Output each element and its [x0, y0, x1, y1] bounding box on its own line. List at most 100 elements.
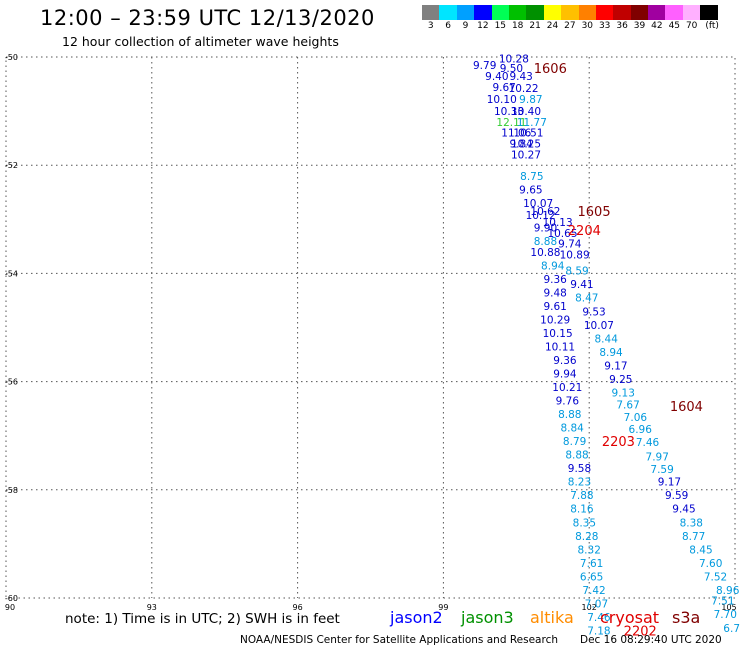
swh-label: 8.75 [520, 171, 543, 183]
swh-label: 9.59 [665, 490, 688, 502]
legend-s3a: s3a [672, 608, 701, 627]
color-swatch [700, 5, 718, 20]
color-scale-label: 15 [494, 21, 507, 31]
swh-label: 10.51 [513, 128, 543, 140]
color-swatch [578, 5, 596, 20]
color-swatch [491, 5, 509, 20]
swh-label: 8.84 [560, 423, 584, 435]
swh-label: 10.10 [487, 94, 517, 106]
swh-label: 8.96 [716, 585, 740, 597]
swh-label: 8.32 [578, 544, 601, 556]
x-tick-label: 102 [582, 603, 597, 612]
swh-label: 8.88 [558, 409, 581, 421]
swh-label: 9.13 [612, 387, 635, 399]
swh-label: 10.29 [540, 314, 570, 326]
swh-label: 8.47 [575, 293, 598, 305]
y-tick-label: -50 [5, 53, 18, 62]
color-scale-label: 45 [668, 21, 681, 31]
swh-label: 10.07 [584, 320, 614, 332]
color-scale-label: (ft) [705, 21, 719, 31]
swh-label: 8.28 [575, 531, 598, 543]
y-tick-label: -56 [5, 378, 18, 387]
swh-label: 9.25 [609, 374, 632, 386]
swh-label: 10.25 [511, 139, 541, 151]
swh-label: 8.77 [682, 531, 705, 543]
swh-label: 7.46 [587, 612, 611, 624]
swh-label: 8.88 [534, 236, 557, 248]
color-swatch [561, 5, 579, 20]
swh-label: 9.94 [553, 368, 577, 380]
color-swatch [439, 5, 457, 20]
swh-label: 8.88 [565, 450, 588, 462]
swh-label: 10.27 [511, 149, 541, 161]
swh-label: 9.45 [672, 504, 695, 516]
swh-label: 9.36 [553, 355, 577, 367]
time-label: 1604 [670, 400, 703, 415]
swh-label: 10.07 [523, 198, 553, 210]
swh-label: 9.67 [492, 82, 515, 94]
swh-label: 9.48 [543, 287, 566, 299]
x-tick-label: 93 [147, 603, 157, 612]
color-swatch [648, 5, 666, 20]
color-scale-label: 9 [462, 21, 469, 31]
color-scale-label: 18 [511, 21, 524, 31]
swh-label: 9.40 [485, 71, 508, 83]
swh-label: 10.13 [543, 217, 573, 229]
swh-label: 8.79 [563, 436, 586, 448]
swh-label: 9.50 [500, 63, 523, 75]
legend-altika: altika [530, 608, 574, 627]
swh-label: 10.11 [545, 341, 575, 353]
color-scale-label: 21 [529, 21, 541, 31]
swh-label: 9.87 [519, 94, 542, 106]
swh-label: 10.22 [509, 83, 539, 95]
swh-label: 9.74 [558, 239, 582, 251]
swh-label: 6.65 [580, 571, 603, 583]
color-swatch [456, 5, 475, 20]
swh-label: 10.33 [494, 106, 524, 118]
x-tick-label: 96 [293, 603, 303, 612]
swh-label: 10.65 [547, 228, 577, 240]
swh-label: 10.62 [530, 206, 560, 218]
swh-label: 8.94 [599, 347, 623, 359]
time-label: 1606 [534, 62, 567, 77]
time-label: 2202 [624, 624, 657, 639]
color-scale-label: 24 [546, 21, 559, 31]
color-scale-label: 42 [651, 21, 663, 31]
color-swatch [595, 5, 614, 20]
swh-label: 9.36 [543, 274, 567, 286]
swh-label: 9.53 [582, 306, 605, 318]
color-swatch [630, 5, 649, 20]
color-swatch [665, 5, 683, 20]
swh-label: 12.11 [496, 117, 526, 129]
y-tick-label: -52 [5, 161, 18, 170]
swh-label: 10.21 [552, 382, 582, 394]
plot-border [5, 56, 736, 599]
swh-label: 8.94 [541, 260, 565, 272]
color-scale-labels: 3 6 9 12 15 18 21 24 27 30 33 36 39 42 45 70 (ft) [422, 21, 740, 33]
swh-label: 10.15 [543, 328, 573, 340]
time-label: 2204 [568, 224, 601, 239]
swh-label: 7.52 [704, 571, 727, 583]
color-swatch [474, 5, 492, 20]
swh-label: 7.97 [646, 451, 669, 463]
swh-label: 7.51 [711, 596, 734, 608]
swh-label: 6.77 [723, 623, 740, 635]
legend-cryosat: cryosat [600, 608, 660, 627]
color-scale-label: 3 [427, 21, 434, 31]
swh-label: 8.16 [570, 504, 594, 516]
chart-title: 12:00 – 23:59 UTC 12/13/2020 [40, 6, 375, 30]
swh-label: 7.07 [585, 598, 608, 610]
swh-label: 9.65 [519, 185, 542, 197]
swh-label: 8.38 [680, 517, 703, 529]
color-swatch [543, 5, 562, 20]
x-tick-label: 99 [438, 603, 448, 612]
swh-label: 7.61 [580, 558, 603, 570]
swh-label: 9.17 [604, 360, 627, 372]
color-scale-label: 39 [633, 21, 646, 31]
swh-label: 8.23 [568, 477, 591, 489]
swh-label: 7.60 [699, 558, 722, 570]
color-swatch [682, 5, 701, 20]
footer-timestamp: Dec 16 08:29:40 UTC 2020 [580, 634, 722, 646]
